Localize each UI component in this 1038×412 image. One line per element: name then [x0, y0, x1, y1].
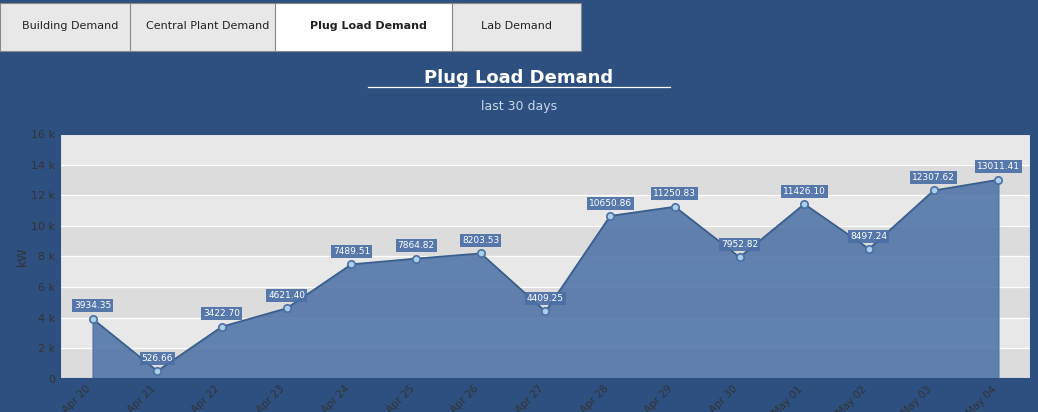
Point [472, 250, 489, 257]
Text: 3422.70: 3422.70 [203, 309, 241, 318]
Bar [60, 287, 1031, 318]
Point [602, 213, 619, 219]
Point [149, 368, 166, 374]
Text: 526.66: 526.66 [141, 353, 173, 363]
FancyBboxPatch shape [452, 3, 581, 51]
Bar [60, 349, 1031, 379]
Text: 7864.82: 7864.82 [398, 241, 435, 250]
Point [538, 308, 554, 315]
Text: Plug Load Demand: Plug Load Demand [310, 21, 427, 31]
Text: Lab Demand: Lab Demand [481, 21, 552, 31]
Text: 8497.24: 8497.24 [850, 232, 887, 241]
Bar [60, 256, 1031, 287]
Point [408, 255, 425, 262]
Bar [60, 195, 1031, 226]
FancyBboxPatch shape [275, 3, 462, 51]
Text: Building Demand: Building Demand [22, 21, 118, 31]
Point [731, 254, 747, 260]
Text: 7952.82: 7952.82 [721, 240, 758, 249]
Point [990, 176, 1007, 183]
Bar [60, 134, 1031, 164]
Bar [60, 226, 1031, 256]
Bar [60, 318, 1031, 349]
Text: 3934.35: 3934.35 [74, 302, 111, 310]
Text: 8203.53: 8203.53 [462, 236, 499, 245]
Text: 10650.86: 10650.86 [589, 199, 632, 208]
Point [796, 201, 813, 207]
Text: 7489.51: 7489.51 [333, 247, 370, 256]
Text: 4409.25: 4409.25 [527, 294, 564, 303]
Point [861, 246, 877, 252]
FancyBboxPatch shape [130, 3, 285, 51]
Text: Central Plant Demand: Central Plant Demand [146, 21, 269, 31]
Point [214, 323, 230, 330]
Text: 4621.40: 4621.40 [268, 291, 305, 300]
Bar [60, 164, 1031, 195]
Point [343, 261, 360, 267]
Point [278, 305, 295, 311]
Text: 11250.83: 11250.83 [653, 190, 696, 198]
Y-axis label: kW: kW [16, 247, 28, 266]
Text: 13011.41: 13011.41 [977, 162, 1020, 171]
Point [926, 187, 943, 194]
Text: 11426.10: 11426.10 [783, 187, 825, 196]
Text: Plug Load Demand: Plug Load Demand [425, 69, 613, 87]
Point [666, 204, 683, 210]
Text: last 30 days: last 30 days [481, 100, 557, 112]
Text: 12307.62: 12307.62 [912, 173, 955, 182]
FancyBboxPatch shape [0, 3, 140, 51]
Point [84, 316, 101, 322]
